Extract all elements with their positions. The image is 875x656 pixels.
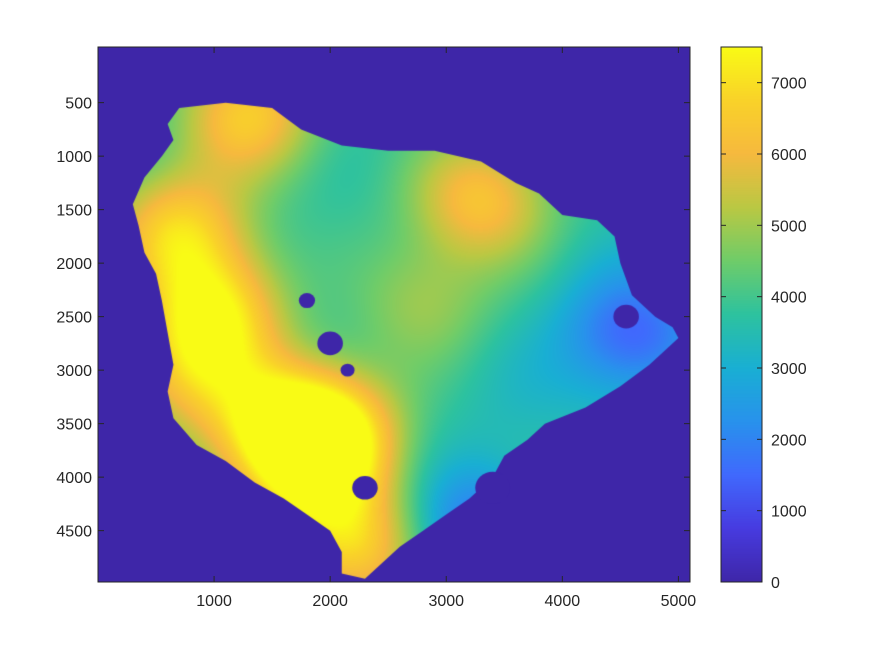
heatmap-image [98, 47, 690, 582]
plot-area [97, 46, 691, 583]
colorbar-tick-label: 5000 [771, 218, 807, 235]
y-axis: 500 1000 1500 2000 2500 3000 3500 4000 4500 [56, 96, 690, 541]
y-tick-label: 2000 [56, 256, 92, 273]
x-tick-label: 5000 [661, 593, 697, 610]
y-tick-label: 2500 [56, 310, 92, 327]
colorbar-frame [720, 46, 763, 583]
colorbar-tick-label: 2000 [771, 432, 807, 449]
colorbar-tick-label: 0 [771, 575, 780, 592]
colorbar-ticks: 0 1000 2000 3000 4000 5000 6000 7000 [721, 76, 807, 592]
x-tick-label: 4000 [545, 593, 581, 610]
colorbar: 0 1000 2000 3000 4000 5000 6000 7000 [720, 46, 807, 592]
y-tick-label: 3500 [56, 417, 92, 434]
colorbar-gradient [721, 47, 762, 582]
colorbar-tick-label: 3000 [771, 361, 807, 378]
y-tick-label: 4500 [56, 524, 92, 541]
y-tick-label: 1000 [56, 149, 92, 166]
x-tick-label: 1000 [196, 593, 232, 610]
y-tick-label: 500 [65, 96, 92, 113]
colorbar-tick-label: 4000 [771, 290, 807, 307]
x-tick-label: 2000 [312, 593, 348, 610]
colorbar-tick-label: 1000 [771, 504, 807, 521]
plot-frame [97, 46, 691, 583]
y-tick-label: 1500 [56, 203, 92, 220]
y-tick-label: 3000 [56, 363, 92, 380]
colorbar-tick-label: 7000 [771, 76, 807, 93]
colorbar-tick-label: 6000 [771, 147, 807, 164]
x-tick-label: 3000 [428, 593, 464, 610]
x-axis: 1000 2000 3000 4000 5000 [196, 47, 696, 610]
y-tick-label: 4000 [56, 470, 92, 487]
